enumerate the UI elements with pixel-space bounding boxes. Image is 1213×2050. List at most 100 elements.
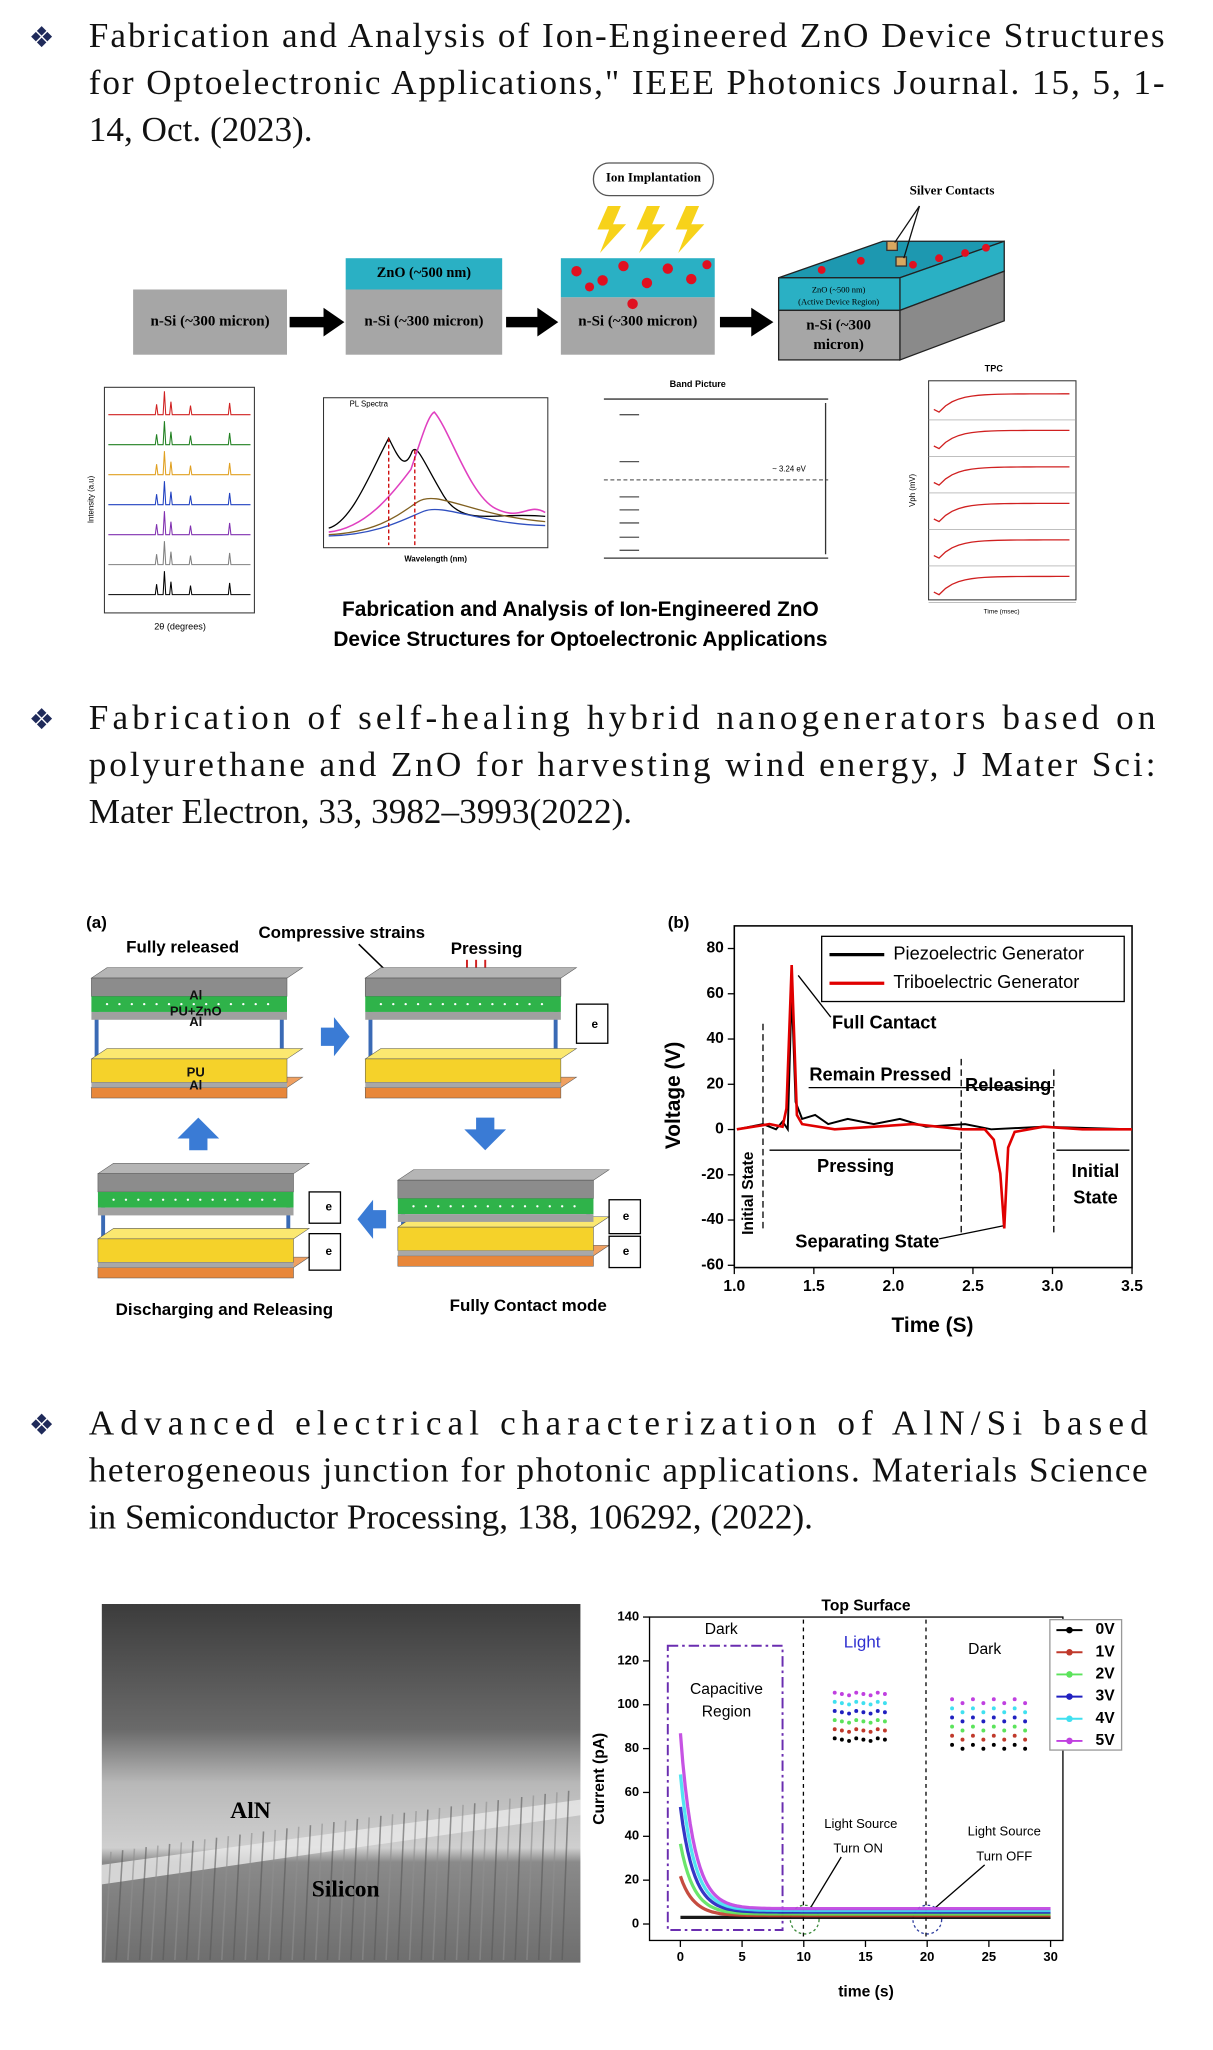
annotation: Dark (968, 1641, 1001, 1658)
label: Ion Implantation (606, 170, 702, 185)
charge (478, 1002, 482, 1006)
inset-point (981, 1701, 986, 1706)
figure-1-panels: 2θ (degrees) Intensity (a.u) PL Spectra … (86, 363, 1077, 651)
bullet: ❖ (29, 20, 55, 54)
axis-label: Vph (mV) (908, 473, 917, 506)
axis-label: Intensity (a.u) (86, 475, 95, 523)
y-tick-label: -60 (701, 1256, 724, 1273)
slab (91, 1011, 288, 1020)
label: ZnO (~500 nm) (377, 265, 471, 281)
inset-point (882, 1701, 887, 1706)
y-tick-label: -40 (701, 1211, 724, 1228)
plot-frame (733, 925, 1133, 1269)
inset-point (950, 1742, 955, 1747)
annotation: Light Source (968, 1824, 1041, 1839)
annotation: Capacitive (690, 1681, 763, 1698)
texture (267, 1829, 277, 1961)
legend-label: 5V (1096, 1732, 1116, 1749)
lightning (597, 206, 705, 253)
inset-point (839, 1737, 844, 1742)
entry-line: Fabrication of self-healing hybrid nanog… (89, 698, 1156, 737)
entry-line: 14, Oct. (2023). (89, 110, 313, 149)
inset-point (1023, 1728, 1028, 1733)
ions (571, 260, 712, 310)
flow-arrows (177, 1017, 507, 1239)
x-axis-label: time (s) (838, 1984, 894, 2001)
inset-point (882, 1737, 887, 1742)
bullet: ❖ (29, 702, 55, 736)
label: n-Si (~300 micron) (151, 314, 270, 330)
charge (273, 1198, 276, 1201)
charge (424, 1205, 428, 1208)
y-axis-label: Voltage (V) (662, 1042, 685, 1149)
charge (143, 1002, 146, 1006)
inset-point (868, 1738, 873, 1743)
sem-texture (103, 1790, 570, 1961)
inset-point (882, 1710, 887, 1715)
inset-point (861, 1710, 866, 1715)
charge (236, 1198, 239, 1201)
annotation: Releasing (965, 1074, 1051, 1095)
interface (101, 1799, 581, 1885)
piezo-curve (736, 991, 1133, 1133)
pl-curve (328, 411, 546, 533)
x-tick-label: 1.5 (803, 1278, 825, 1295)
pointer (894, 205, 921, 243)
charge (449, 1205, 452, 1208)
slab (397, 1255, 594, 1267)
inset-point (875, 1690, 880, 1695)
layer-label: PU (187, 1065, 205, 1080)
electron-box (308, 1191, 342, 1224)
y-tick-label: 120 (617, 1652, 639, 1667)
legend-label: Triboelectric Generator (893, 971, 1079, 992)
inset-point (1023, 1710, 1028, 1715)
electron-label: e (591, 1018, 598, 1031)
inset-point (868, 1693, 873, 1698)
figure-3: AlN Silicon Top Surface time (s) Current… (101, 1598, 1123, 2001)
x-tick-label: 2.0 (883, 1278, 905, 1295)
inset-point (991, 1742, 996, 1747)
label: Silver Contacts (910, 183, 995, 198)
texture (197, 1839, 206, 1961)
charge (199, 1198, 202, 1201)
inset-point (854, 1718, 859, 1723)
xrd-curve (108, 481, 251, 506)
slab-top (97, 1162, 311, 1174)
slab (97, 1267, 294, 1279)
electron-box (608, 1235, 642, 1269)
inset-point (970, 1742, 975, 1747)
slab (97, 1262, 294, 1268)
texture (467, 1803, 476, 1961)
slab-top (97, 1228, 311, 1240)
texture (232, 1834, 241, 1961)
charge (474, 1205, 477, 1208)
x-tick-label: 20 (920, 1949, 935, 1964)
entry-line: in Semiconductor Processing, 138, 106292… (89, 1498, 813, 1537)
charge (149, 1198, 152, 1201)
legend-marker (1066, 1737, 1073, 1745)
inset-point (1002, 1701, 1007, 1706)
inset-point (854, 1699, 859, 1704)
electron-label: e (623, 1245, 630, 1258)
inset-point (861, 1728, 866, 1733)
charge (261, 1198, 264, 1201)
label: Silicon (312, 1876, 380, 1902)
charge (454, 1002, 457, 1006)
x-tick-label: 10 (797, 1949, 812, 1964)
x-axis-label: Time (S) (892, 1314, 974, 1337)
xrd-curve (108, 421, 251, 446)
inset-point (861, 1692, 866, 1696)
charge (112, 1198, 115, 1201)
contact (886, 240, 898, 252)
inset-point (847, 1729, 852, 1734)
charge (137, 1198, 140, 1201)
panel-title: PL Spectra (350, 399, 389, 408)
inset-point (970, 1697, 975, 1702)
charge (167, 1002, 171, 1006)
inset-point (1023, 1701, 1028, 1706)
pointer (810, 1856, 842, 1907)
charge (211, 1198, 214, 1201)
current-curve (678, 1875, 1051, 1918)
texture (490, 1800, 500, 1961)
